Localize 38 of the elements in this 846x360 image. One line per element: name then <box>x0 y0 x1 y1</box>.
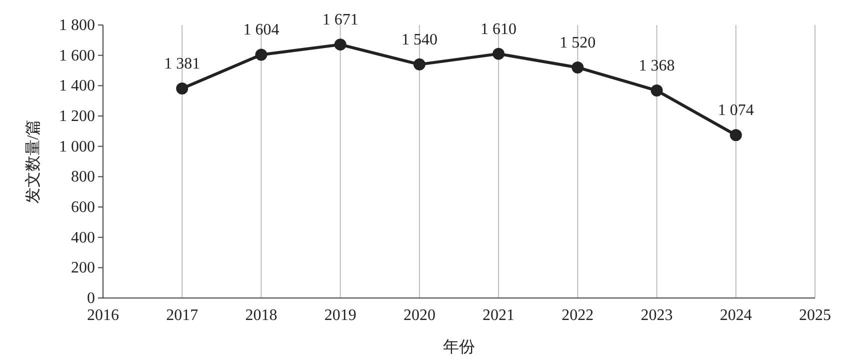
point <box>572 61 584 74</box>
y-axis-title: 发文数量/篇 <box>24 119 42 204</box>
data-label: 1 368 <box>638 58 675 75</box>
y-tick-label: 200 <box>71 260 95 277</box>
x-axis-title: 年份 <box>443 339 475 356</box>
data-label: 1 381 <box>164 56 200 73</box>
y-tick-label: 400 <box>71 229 95 246</box>
y-tick-label: 1 400 <box>59 78 95 95</box>
point <box>413 58 426 70</box>
x-tick-label: 2018 <box>245 307 278 324</box>
y-tick-label: 600 <box>71 199 95 216</box>
x-tick-label: 2017 <box>166 307 198 324</box>
y-tick-label: 1 800 <box>59 17 95 34</box>
data-label: 1 610 <box>480 20 517 38</box>
point <box>650 84 663 97</box>
point <box>334 38 346 51</box>
data-label: 1 520 <box>560 34 596 52</box>
point <box>176 82 188 95</box>
x-tick-label: 2020 <box>403 307 436 324</box>
y-tick-label: 1 200 <box>59 108 95 125</box>
x-tick-label: 2024 <box>720 307 752 324</box>
x-tick-label: 2019 <box>324 307 356 324</box>
point <box>255 48 268 61</box>
data-label: 1 074 <box>718 102 754 120</box>
x-tick-label: 2021 <box>482 307 515 324</box>
point <box>730 129 742 142</box>
x-tick-label: 2025 <box>799 307 831 324</box>
point <box>492 48 505 60</box>
data-label: 1 540 <box>401 31 438 48</box>
y-tick-label: 0 <box>87 290 95 307</box>
x-tick-label: 2023 <box>640 307 673 324</box>
y-tick-label: 1 000 <box>59 138 95 156</box>
data-label: 1 671 <box>322 12 358 29</box>
y-tick-label: 800 <box>71 168 95 186</box>
data-label: 1 604 <box>243 22 280 39</box>
y-tick-label: 1 600 <box>59 47 95 64</box>
x-tick-label: 2022 <box>562 307 594 324</box>
x-tick-label: 2016 <box>87 307 119 324</box>
